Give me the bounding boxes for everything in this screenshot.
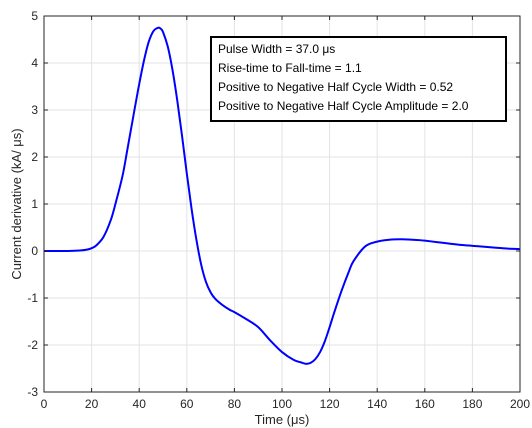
y-tick-label: 4	[31, 56, 38, 70]
annotation-line-2: Rise-time to Fall-time = 1.1	[218, 61, 362, 75]
x-tick-label: 180	[462, 397, 482, 411]
x-tick-label: 0	[41, 397, 48, 411]
annotation-box: Pulse Width = 37.0 μs Rise-time to Fall-…	[210, 36, 507, 122]
annotation-line-1: Pulse Width = 37.0 μs	[218, 42, 335, 56]
y-tick-label: 3	[31, 103, 38, 117]
x-tick-label: 80	[228, 397, 242, 411]
x-tick-label: 140	[367, 397, 387, 411]
series-line	[44, 26, 521, 365]
x-tick-label: 160	[415, 397, 435, 411]
annotation-frame	[210, 36, 507, 122]
y-tick-label: 0	[31, 244, 38, 258]
ticks	[43, 15, 521, 393]
y-axis-label: Current derivative (kA/ μs)	[9, 128, 24, 279]
y-tick-label: -3	[27, 385, 38, 399]
x-tick-label: 200	[510, 397, 530, 411]
x-tick-label: 120	[320, 397, 340, 411]
y-tick-label: 2	[31, 150, 38, 164]
tick-labels: 0 20 40 60 80 100 120 140 160 180 200 -3 -2 -1 0 1 2 3 4 5	[27, 9, 530, 411]
x-tick-label: 40	[133, 397, 147, 411]
series-layer	[44, 26, 521, 365]
y-tick-label: 5	[31, 9, 38, 23]
x-axis-label: Time (μs)	[255, 412, 310, 427]
x-tick-label: 20	[85, 397, 99, 411]
annotation-line-3: Positive to Negative Half Cycle Width = …	[218, 80, 453, 94]
y-tick-label: -2	[27, 338, 38, 352]
annotation-line-4: Positive to Negative Half Cycle Amplitud…	[218, 99, 469, 113]
y-tick-label: 1	[31, 197, 38, 211]
x-tick-label: 60	[180, 397, 194, 411]
x-tick-label: 100	[272, 397, 292, 411]
y-tick-label: -1	[27, 291, 38, 305]
